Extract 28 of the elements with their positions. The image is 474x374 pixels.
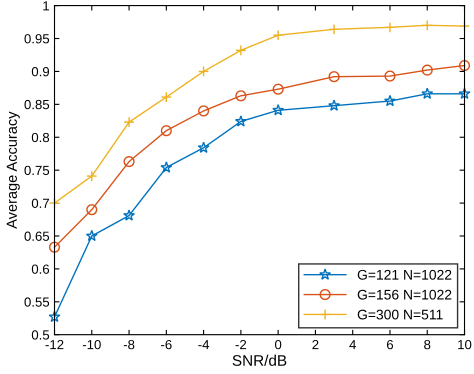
x-tick-label: 8 xyxy=(424,340,430,350)
y-tick-label: 0.65 xyxy=(24,232,50,241)
x-tick-label: 6 xyxy=(386,340,394,350)
y-tick-label: 0.55 xyxy=(24,297,50,307)
legend-label: G=121 N=1022 xyxy=(358,270,452,280)
x-tick-label: 2 xyxy=(312,340,318,350)
legend-label: G=156 N=1022 xyxy=(358,290,452,300)
y-tick-label: 0.85 xyxy=(24,100,50,110)
x-tick-label: -4 xyxy=(198,340,210,350)
x-tick-label: -12 xyxy=(46,340,64,350)
x-tick-label: -6 xyxy=(161,340,172,350)
x-tick-label: 4 xyxy=(349,340,356,350)
legend-label: G=300 N=511 xyxy=(358,310,443,320)
y-axis-title: Average Accuracy xyxy=(6,112,20,229)
x-tick-label: -2 xyxy=(236,340,246,350)
x-axis-title: SNR/dB xyxy=(232,354,286,366)
y-tick-label: 1 xyxy=(43,1,50,10)
y-tick-label: 0.7 xyxy=(32,198,49,208)
y-tick-label: 0.95 xyxy=(24,34,50,44)
y-tick-label: 0.5 xyxy=(32,330,50,340)
y-tick-label: 0.75 xyxy=(24,166,50,176)
x-tick-label: -10 xyxy=(82,340,101,350)
y-tick-label: 0.6 xyxy=(32,264,50,274)
y-tick-label: 0.8 xyxy=(32,132,50,142)
x-tick-label: 0 xyxy=(275,340,282,350)
x-tick-label: 10 xyxy=(458,340,472,350)
x-tick-label: -8 xyxy=(124,340,134,350)
y-tick-label: 0.9 xyxy=(32,67,50,76)
